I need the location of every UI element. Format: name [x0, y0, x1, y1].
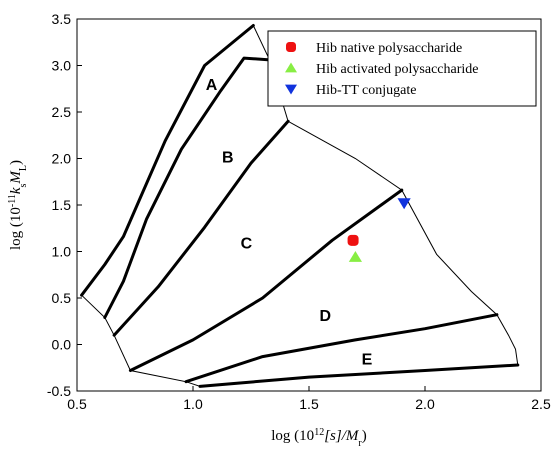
legend: Hib native polysaccharide Hib activated p…	[267, 30, 537, 107]
y-tick-label: 2.0	[52, 151, 72, 167]
divider-line-2	[103, 56, 272, 319]
legend-label-3: Hib-TT conjugate	[316, 83, 416, 98]
y-tick-label: 2.5	[52, 104, 72, 120]
x-tick-label: 1.5	[299, 396, 319, 412]
data-point-series1-1	[347, 234, 359, 246]
y-tick-label: 3.0	[52, 58, 72, 74]
x-axis: 0.5 1.0 1.5 2.0 2.5	[67, 386, 551, 412]
y-axis: -0.5 0.0 0.5 1.0 1.5 2.0 2.5 3.0 3.5	[47, 11, 82, 399]
legend-marker-1	[286, 42, 296, 52]
axis-title-part: k	[8, 187, 24, 194]
data-point-series2-1	[348, 251, 362, 262]
y-tick-label: 1.0	[52, 244, 72, 260]
region-label-b: B	[222, 150, 234, 167]
divider-line-1	[80, 24, 255, 297]
x-tick-label: 2.0	[415, 396, 435, 412]
region-labels: A B C D E	[206, 77, 373, 368]
data-point-series3-1	[397, 198, 411, 210]
legend-box	[267, 30, 537, 107]
axis-title-part: -11	[7, 194, 18, 207]
axis-title-part: L	[18, 165, 29, 171]
axis-title-part: log (10	[271, 428, 314, 444]
legend-marker-3	[285, 84, 297, 95]
axis-title-part: log (10	[8, 207, 24, 250]
axis-title-part: )	[8, 160, 24, 165]
y-tick-label: 0.5	[52, 290, 72, 306]
divider-line-5	[184, 313, 499, 384]
data-points	[347, 198, 411, 262]
axis-title-part: r	[358, 438, 362, 449]
region-label-d: D	[319, 308, 331, 325]
legend-marker-2	[285, 62, 297, 73]
region-label-c: C	[241, 235, 253, 252]
x-tick-label: 1.0	[183, 396, 203, 412]
region-label-e: E	[362, 352, 373, 369]
divider-line-4	[128, 188, 404, 372]
legend-label-1: Hib native polysaccharide	[316, 41, 462, 56]
x-tick-label: 0.5	[67, 396, 87, 412]
y-tick-label: -0.5	[47, 383, 71, 399]
diagram-lines	[80, 24, 520, 388]
y-tick-label: 1.5	[52, 197, 72, 213]
axis-title-part: M	[8, 170, 24, 185]
y-axis-title: log (10-11ksML)	[7, 160, 29, 250]
axis-title-part: 12	[314, 427, 324, 438]
y-tick-label: 3.5	[52, 11, 72, 27]
x-axis-title: log (1012[s]/Mr)	[271, 427, 366, 449]
region-label-a: A	[206, 77, 218, 94]
axis-title-part: s	[18, 183, 29, 187]
divider-line-3	[112, 119, 290, 337]
axis-title-part: [s]/M	[324, 428, 360, 444]
divider-line-6	[198, 363, 520, 388]
axis-title-part: )	[362, 428, 367, 444]
x-tick-label: 2.5	[531, 396, 551, 412]
y-tick-label: 0.0	[52, 337, 72, 353]
legend-label-2: Hib activated polysaccharide	[316, 62, 478, 77]
